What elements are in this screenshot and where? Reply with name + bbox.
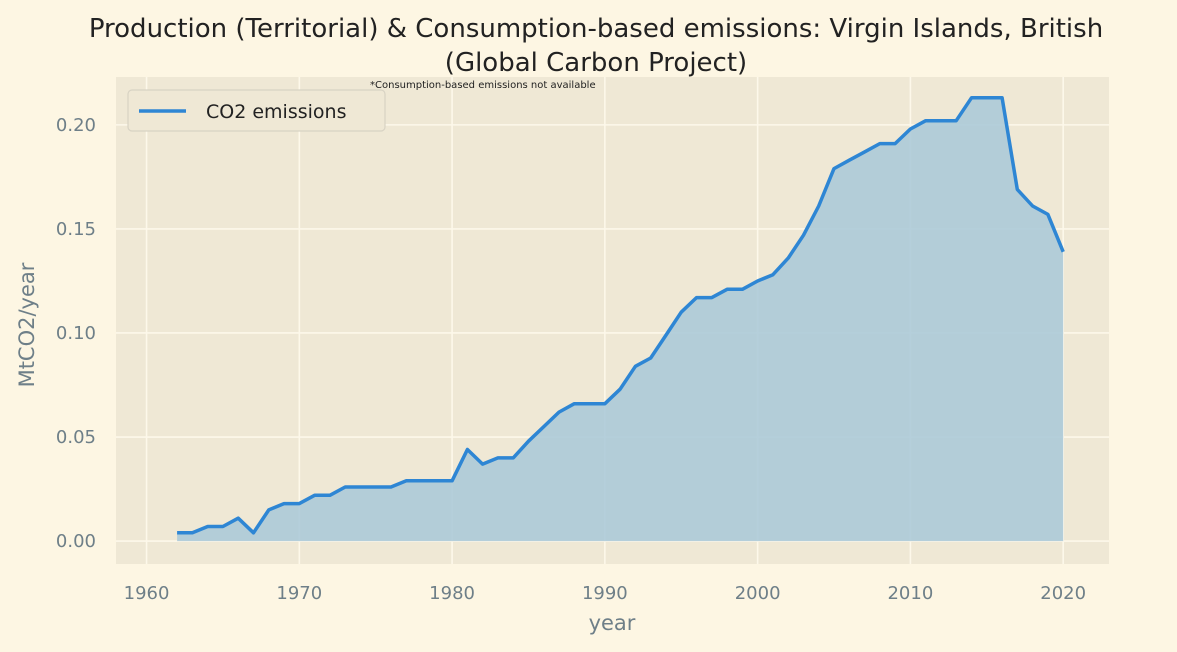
y-tick-label-0.20: 0.20: [56, 115, 96, 136]
data-point-1981: [465, 448, 469, 452]
data-point-1972: [328, 493, 332, 497]
legend[interactable]: CO2 emissions: [127, 89, 386, 132]
data-point-1990: [603, 402, 607, 406]
data-point-1996: [695, 296, 699, 300]
data-point-2016: [1000, 96, 1004, 100]
data-point-1993: [649, 356, 653, 360]
data-point-2011: [924, 119, 928, 123]
data-point-2019: [1046, 212, 1050, 216]
y-tick-label-0.00: 0.00: [56, 531, 96, 552]
data-point-2001: [771, 273, 775, 277]
emissions-series-line: [177, 96, 1065, 535]
data-point-1987: [557, 410, 561, 414]
y-tick-label-0.10: 0.10: [56, 323, 96, 344]
data-point-1963: [190, 531, 194, 535]
data-point-1968: [267, 508, 271, 512]
data-point-1966: [236, 516, 240, 520]
data-point-1982: [481, 462, 485, 466]
data-point-1969: [282, 502, 286, 506]
data-point-1986: [542, 425, 546, 429]
x-tick-label-1980: 1980: [429, 583, 475, 604]
data-point-2010: [908, 127, 912, 131]
x-tick-label-2000: 2000: [735, 583, 781, 604]
data-point-1989: [588, 402, 592, 406]
data-point-2012: [939, 119, 943, 123]
chart-note: *Consumption-based emissions not availab…: [370, 80, 596, 91]
data-point-1991: [618, 387, 622, 391]
y-axis-ticks: 0.00 0.05 0.10 0.15 0.20: [56, 115, 96, 552]
data-point-2015: [985, 96, 989, 100]
data-point-2000: [756, 279, 760, 283]
x-axis-ticks: 1960 1970 1980 1990 2000 2010 2020: [124, 583, 1086, 604]
data-point-2006: [847, 158, 851, 162]
data-point-2003: [802, 233, 806, 237]
x-axis-label: year: [589, 611, 636, 635]
data-point-1979: [435, 479, 439, 483]
y-axis-label: MtCO2/year: [15, 262, 39, 387]
x-tick-label-2020: 2020: [1040, 583, 1086, 604]
data-point-1973: [343, 485, 347, 489]
data-point-2018: [1031, 204, 1035, 208]
data-point-1975: [374, 485, 378, 489]
emissions-area-fill: [177, 97, 1064, 542]
data-point-2007: [863, 150, 867, 154]
data-point-1967: [252, 531, 256, 535]
legend-box: [127, 89, 386, 132]
data-point-2004: [817, 204, 821, 208]
data-point-2013: [954, 119, 958, 123]
data-point-1985: [527, 439, 531, 443]
x-tick-label-1970: 1970: [276, 583, 322, 604]
data-point-1965: [221, 525, 225, 529]
data-point-2020: [1061, 250, 1065, 254]
data-point-1994: [664, 333, 668, 337]
chart-title-line1: Production (Territorial) & Consumption-b…: [89, 14, 1103, 44]
data-point-2009: [893, 142, 897, 146]
y-tick-label-0.05: 0.05: [56, 427, 96, 448]
data-point-1984: [511, 456, 515, 460]
data-point-1999: [740, 287, 744, 291]
data-point-2005: [832, 167, 836, 171]
data-point-1962: [175, 531, 179, 535]
x-tick-label-2010: 2010: [887, 583, 933, 604]
y-tick-label-0.15: 0.15: [56, 219, 96, 240]
chart-title-line2: (Global Carbon Project): [445, 48, 747, 78]
data-point-1995: [679, 310, 683, 314]
x-tick-label-1960: 1960: [124, 583, 170, 604]
data-point-1998: [725, 287, 729, 291]
data-point-2014: [970, 96, 974, 100]
data-point-1971: [313, 493, 317, 497]
data-point-1988: [572, 402, 576, 406]
data-point-1964: [206, 525, 210, 529]
x-tick-label-1990: 1990: [582, 583, 628, 604]
data-point-1983: [496, 456, 500, 460]
legend-entry-co2-emissions: CO2 emissions: [206, 101, 346, 123]
data-point-1976: [389, 485, 393, 489]
data-point-1978: [420, 479, 424, 483]
data-point-1997: [710, 296, 714, 300]
data-point-1974: [358, 485, 362, 489]
data-point-1992: [633, 364, 637, 368]
data-point-1970: [297, 502, 301, 506]
data-point-2008: [878, 142, 882, 146]
data-point-2002: [786, 256, 790, 260]
data-point-1980: [450, 479, 454, 483]
data-point-2017: [1015, 187, 1019, 191]
data-point-1977: [404, 479, 408, 483]
